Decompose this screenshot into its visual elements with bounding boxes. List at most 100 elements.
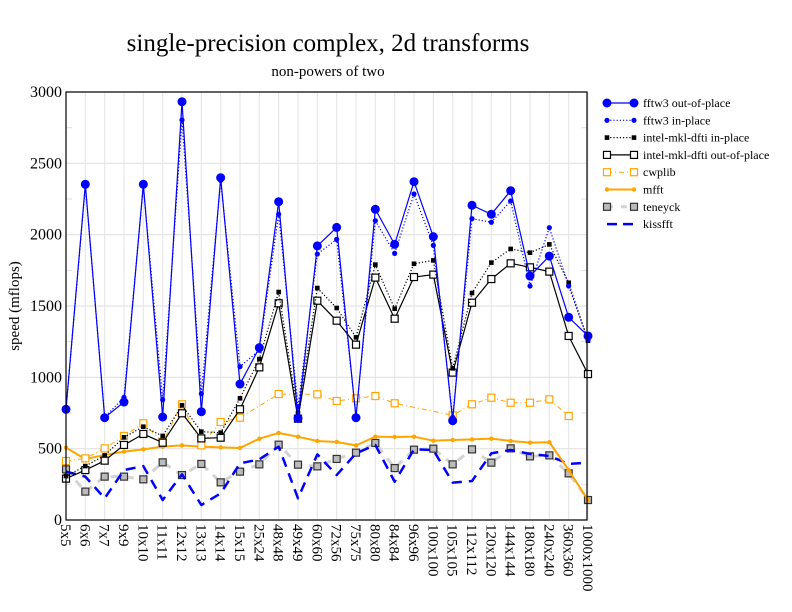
data-point-cwplib	[487, 393, 496, 402]
data-point-cwplib	[371, 391, 380, 401]
data-point-teneyck	[332, 454, 341, 464]
x-tick-label: 7x7	[96, 524, 112, 547]
data-point-teneyck	[100, 472, 109, 481]
y-tick-label: 1000	[30, 369, 62, 386]
data-point-fftw3-out-of-place	[409, 177, 419, 187]
series-mfft	[63, 430, 591, 503]
data-point-teneyck	[467, 445, 477, 454]
x-tick-label: 10x10	[134, 524, 150, 562]
legend-marker	[602, 98, 612, 108]
x-tick-label: 14x14	[212, 524, 228, 562]
data-point-cwplib	[197, 441, 206, 450]
data-point-teneyck	[81, 487, 90, 496]
series-line-fftw3-out-of-place	[65, 101, 589, 422]
data-point-cwplib	[100, 444, 109, 453]
data-point-teneyck	[293, 460, 303, 469]
data-point-intel-mkl-dfti-in-place	[218, 430, 223, 435]
data-point-intel-mkl-dfti-in-place	[527, 250, 533, 255]
data-point-intel-mkl-dfti-in-place	[276, 289, 281, 295]
data-point-fftw3-out-of-place	[332, 222, 342, 232]
plot-frame	[65, 91, 588, 521]
data-point-fftw3-out-of-place	[274, 197, 284, 207]
y-tick-label: 2500	[30, 155, 62, 172]
legend-marker	[631, 135, 637, 140]
data-point-fftw3-out-of-place	[216, 173, 226, 183]
data-point-intel-mkl-dfti-in-place	[257, 356, 262, 362]
data-point-mfft	[450, 437, 455, 443]
x-tick-label: 1000x1000	[579, 524, 595, 592]
x-tick-label: 25x24	[250, 524, 266, 562]
x-tick-label: 15x15	[231, 524, 247, 562]
data-point-teneyck	[390, 463, 399, 473]
data-point-intel-mkl-dfti-in-place	[431, 258, 436, 263]
data-point-teneyck	[197, 459, 206, 469]
y-tick-label: 2000	[30, 227, 62, 244]
data-point-mfft	[295, 434, 301, 439]
series-line-mfft	[65, 431, 589, 501]
data-point-mfft	[547, 440, 552, 445]
data-point-intel-mkl-dfti-out-of-place	[177, 409, 187, 418]
y-tick-label: 0	[54, 512, 62, 529]
legend-marker	[631, 187, 637, 192]
x-tick-label: 100x100	[424, 524, 440, 577]
data-point-teneyck	[235, 467, 245, 476]
data-point-fftw3-out-of-place	[80, 179, 90, 189]
data-point-intel-mkl-dfti-in-place	[334, 305, 339, 311]
data-point-cwplib	[545, 395, 554, 404]
legend-label: cwplib	[643, 165, 676, 179]
data-point-fftw3-out-of-place	[351, 413, 361, 423]
y-ticks: 0 500 1000 1500 2000 2500 3000	[30, 84, 62, 529]
x-tick-label: 240x240	[540, 524, 556, 577]
data-point-teneyck	[506, 444, 515, 453]
legend-label: mfft	[643, 183, 664, 197]
data-point-cwplib	[390, 399, 399, 408]
chart-title: single-precision complex, 2d transforms	[127, 30, 530, 57]
data-point-fftw3-in-place	[314, 251, 320, 257]
x-tick-label: 96x96	[405, 524, 421, 562]
data-point-teneyck	[429, 444, 438, 453]
legend-label: intel-mkl-dfti in-place	[643, 131, 749, 145]
data-point-fftw3-out-of-place	[177, 97, 187, 107]
legend-marker	[604, 187, 610, 192]
data-point-mfft	[334, 439, 339, 445]
data-point-mfft	[353, 443, 359, 448]
x-tick-label: 11x11	[154, 524, 170, 560]
data-point-fftw3-out-of-place	[467, 200, 477, 210]
data-point-fftw3-out-of-place	[119, 397, 129, 407]
data-point-fftw3-out-of-place	[564, 312, 574, 322]
legend-item-cwplib: cwplib	[602, 165, 676, 179]
chart-subtitle: non-powers of two	[271, 64, 384, 80]
legend-marker	[602, 150, 612, 159]
data-point-cwplib	[351, 394, 361, 403]
data-point-intel-mkl-dfti-in-place	[489, 260, 494, 265]
data-point-teneyck	[351, 448, 361, 457]
data-point-intel-mkl-dfti-out-of-place	[583, 369, 593, 379]
data-point-fftw3-out-of-place	[235, 379, 245, 389]
data-point-mfft	[121, 449, 127, 454]
data-point-mfft	[566, 467, 571, 473]
data-point-intel-mkl-dfti-out-of-place	[525, 263, 535, 272]
y-axis-label: speed (mflops)	[7, 261, 23, 351]
legend-item-kissfft: kissfft	[607, 217, 673, 231]
x-tick-label: 75x75	[347, 524, 363, 562]
data-point-teneyck	[139, 475, 148, 484]
data-point-intel-mkl-dfti-out-of-place	[506, 259, 515, 268]
legend-label: intel-mkl-dfti out-of-place	[643, 148, 769, 162]
data-point-intel-mkl-dfti-in-place	[102, 453, 107, 458]
data-point-intel-mkl-dfti-in-place	[566, 280, 571, 286]
data-point-fftw3-in-place	[546, 225, 552, 231]
data-point-teneyck	[255, 460, 264, 469]
data-point-intel-mkl-dfti-out-of-place	[487, 274, 496, 284]
data-point-mfft	[218, 445, 223, 450]
data-point-mfft	[392, 434, 397, 440]
data-point-mfft	[179, 443, 185, 448]
data-point-fftw3-out-of-place	[370, 204, 380, 214]
data-point-mfft	[276, 430, 281, 436]
data-point-intel-mkl-dfti-in-place	[469, 290, 475, 296]
data-point-cwplib	[525, 398, 535, 407]
data-point-cwplib	[235, 413, 245, 422]
data-point-fftw3-out-of-place	[293, 413, 303, 423]
data-point-fftw3-out-of-place	[448, 416, 458, 426]
data-point-cwplib	[313, 390, 322, 399]
